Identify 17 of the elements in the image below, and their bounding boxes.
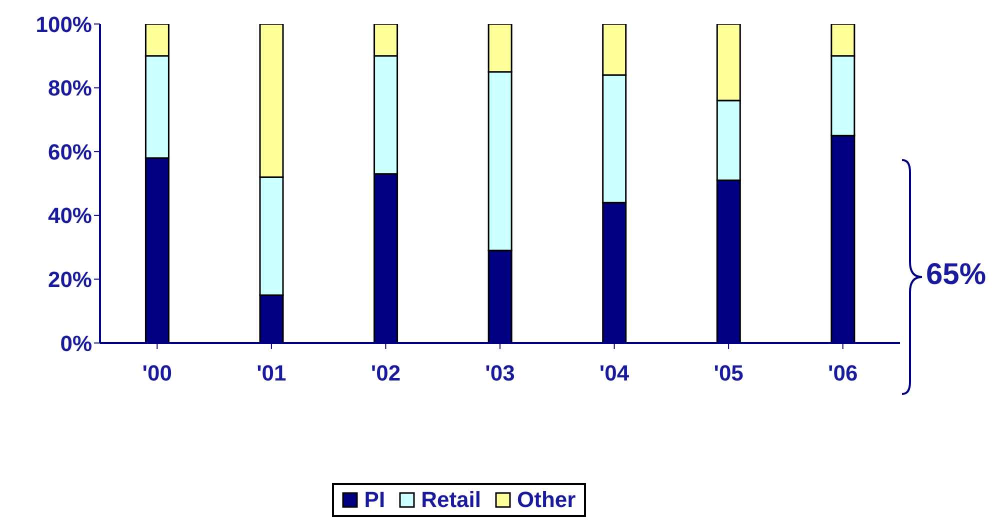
x-tick-label: '05 <box>714 360 744 386</box>
x-tick-label: '02 <box>370 360 401 386</box>
x-tick-label: '00 <box>142 360 172 386</box>
y-tick-label: 100% <box>36 12 92 37</box>
legend-label: Retail <box>420 487 482 513</box>
x-tick-label: '01 <box>256 360 286 386</box>
y-tick-label: 0% <box>60 330 92 356</box>
y-tick-label: 40% <box>48 203 92 228</box>
y-tick-label: 20% <box>48 267 92 292</box>
x-tick-label: '03 <box>485 360 515 386</box>
y-tick-label: 80% <box>48 76 92 101</box>
legend-label: Other <box>516 487 576 513</box>
x-tick-label: '06 <box>828 360 858 386</box>
legend-label: PI <box>363 487 386 513</box>
y-tick-label: 60% <box>48 139 92 164</box>
x-tick-label: '04 <box>599 360 630 386</box>
text: 65% <box>926 258 986 292</box>
